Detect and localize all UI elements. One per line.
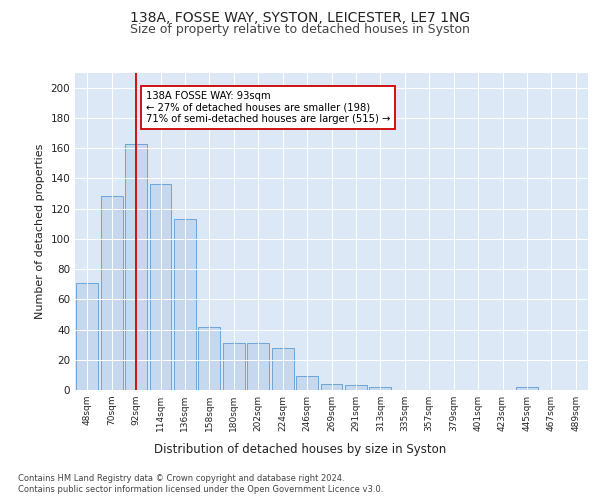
Bar	[149, 184, 172, 390]
Text: 138A FOSSE WAY: 93sqm
← 27% of detached houses are smaller (198)
71% of semi-det: 138A FOSSE WAY: 93sqm ← 27% of detached …	[146, 90, 390, 124]
Text: 138A, FOSSE WAY, SYSTON, LEICESTER, LE7 1NG: 138A, FOSSE WAY, SYSTON, LEICESTER, LE7 …	[130, 11, 470, 25]
Text: Contains public sector information licensed under the Open Government Licence v3: Contains public sector information licen…	[18, 485, 383, 494]
Bar	[272, 348, 293, 390]
Y-axis label: Number of detached properties: Number of detached properties	[35, 144, 45, 319]
Text: Size of property relative to detached houses in Syston: Size of property relative to detached ho…	[130, 22, 470, 36]
Bar	[345, 386, 367, 390]
Bar	[370, 387, 391, 390]
Bar	[296, 376, 318, 390]
Bar	[76, 282, 98, 390]
Bar	[199, 326, 220, 390]
Text: Distribution of detached houses by size in Syston: Distribution of detached houses by size …	[154, 442, 446, 456]
Bar	[223, 343, 245, 390]
Bar	[174, 219, 196, 390]
Bar	[247, 343, 269, 390]
Text: Contains HM Land Registry data © Crown copyright and database right 2024.: Contains HM Land Registry data © Crown c…	[18, 474, 344, 483]
Bar	[320, 384, 343, 390]
Bar	[516, 387, 538, 390]
Bar	[125, 144, 147, 390]
Bar	[101, 196, 122, 390]
